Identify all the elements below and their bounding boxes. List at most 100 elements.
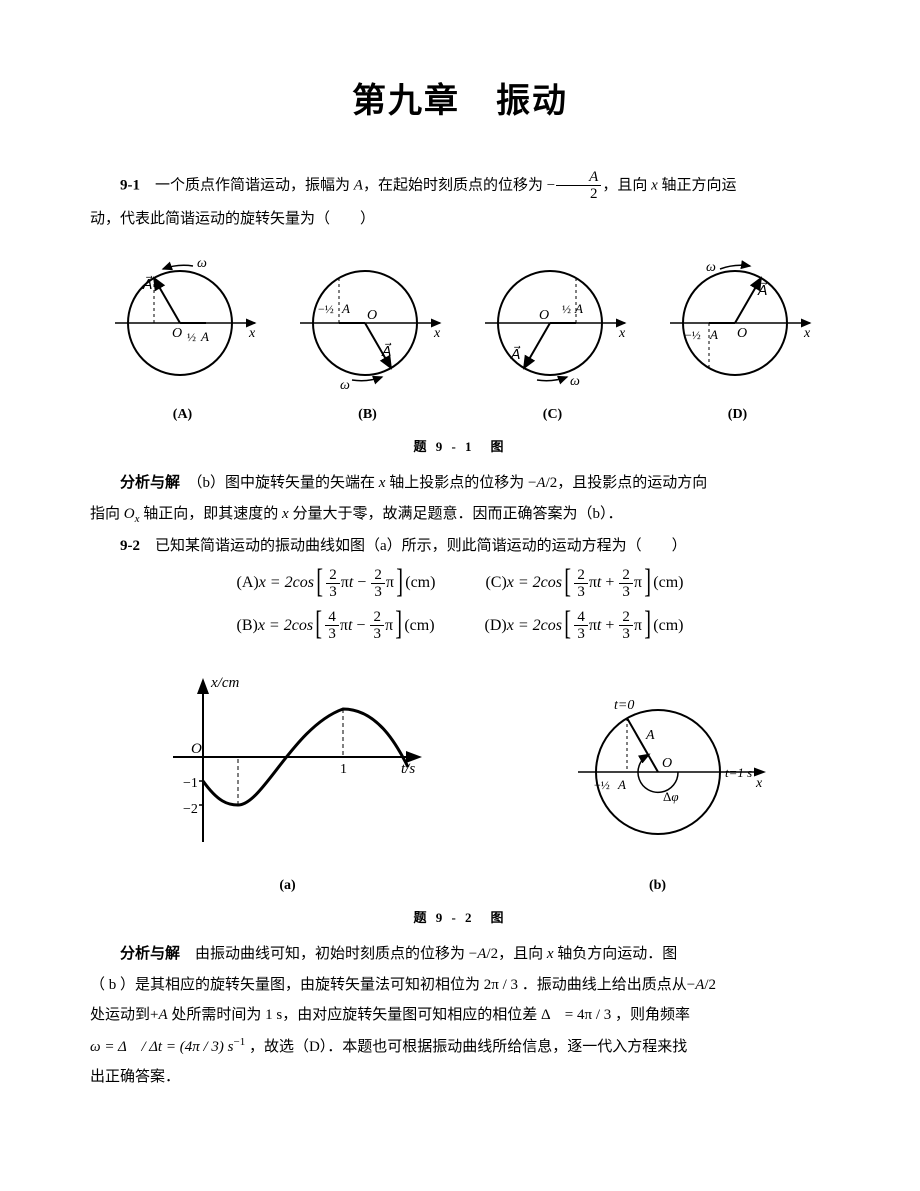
- pi: π: [634, 617, 642, 634]
- bracket: [: [315, 615, 322, 633]
- frac: 23: [619, 609, 633, 643]
- unit: (cm): [653, 617, 683, 634]
- unit: (cm): [653, 574, 683, 591]
- svg-text:A⃗: A⃗: [381, 343, 392, 361]
- svg-text:A⃗: A⃗: [510, 346, 521, 364]
- figure-9-1-caption: 题 9 - 1 图: [90, 435, 830, 460]
- figure-9-2-a: x/cm t/s O −1 −2 1 (a): [143, 667, 433, 900]
- analysis-label: 分析与解: [120, 475, 180, 491]
- problem-9-2-number: 9-2: [120, 538, 140, 554]
- svg-text:O: O: [172, 326, 182, 341]
- den: 3: [619, 584, 633, 601]
- var-x: x: [547, 946, 554, 962]
- eq-body: x = 2cos: [507, 617, 562, 634]
- frac-A-over-2: A2: [556, 169, 601, 203]
- text: 轴上投影点的位移为 −: [385, 475, 536, 491]
- svg-text:O: O: [662, 756, 672, 771]
- circle-diagram-b: A⃗ −½ A O x ω: [290, 251, 445, 396]
- svg-text:x: x: [803, 326, 811, 341]
- eq-label: (C): [485, 574, 506, 591]
- svg-text:x/cm: x/cm: [210, 675, 239, 691]
- bracket: ]: [396, 573, 403, 591]
- eq-body: x = 2cos: [258, 617, 313, 634]
- equation-row-2: (B)x = 2cos[43πt − 23π](cm) (D)x = 2cos[…: [90, 607, 830, 645]
- text: ，且向: [602, 177, 651, 193]
- problem-9-1-text-2: 动，代表此简谐运动的旋转矢量为（ ）: [90, 205, 830, 234]
- text: ω = Δ / Δt = (4π / 3) s: [90, 1039, 233, 1055]
- pi: π: [589, 617, 597, 634]
- sub-label-a: (a): [143, 873, 433, 900]
- bracket: ]: [395, 615, 402, 633]
- analysis-9-1: 分析与解 （b）图中旋转矢量的矢端在 x 轴上投影点的位移为 −A/2，且投影点…: [90, 469, 830, 498]
- svg-text:O: O: [191, 741, 202, 757]
- den: 3: [326, 584, 340, 601]
- analysis-9-2-l3: 处运动到+A 处所需时间为 1 s，由对应旋转矢量图可知相应的相位差 Δ = 4…: [90, 1001, 830, 1030]
- equation-C: (C)x = 2cos[23πt + 23π](cm): [485, 564, 683, 602]
- label-A: (A): [105, 402, 260, 429]
- svg-text:x: x: [248, 326, 256, 341]
- svg-text:A: A: [709, 327, 718, 342]
- frac: 23: [371, 567, 385, 601]
- exp: −1: [233, 1036, 245, 1048]
- op: +: [601, 617, 618, 634]
- pi: π: [634, 574, 642, 591]
- analysis-9-1-line2: 指向 Ox 轴正向，即其速度的 x 分量大于零，故满足题意．因而正确答案为（b）…: [90, 500, 830, 530]
- figure-9-2-row: x/cm t/s O −1 −2 1 (a) t=0 A: [90, 667, 830, 900]
- text: 指向: [90, 506, 124, 522]
- equation-row-1: (A)x = 2cos[23πt − 23π](cm) (C)x = 2cos[…: [90, 564, 830, 602]
- pi: π: [589, 574, 597, 591]
- num: 2: [371, 567, 385, 585]
- svg-text:O: O: [737, 326, 747, 341]
- svg-text:A⃗: A⃗: [757, 282, 768, 300]
- svg-text:t=1 s: t=1 s: [725, 765, 752, 780]
- den: 3: [619, 626, 633, 643]
- analysis-9-2: 分析与解 由振动曲线可知，初始时刻质点的位移为 −A/2，且向 x 轴负方向运动…: [90, 940, 830, 969]
- chapter-title: 第九章 振动: [90, 70, 830, 135]
- num: 2: [326, 567, 340, 585]
- text: 处运动到+: [90, 1007, 158, 1023]
- option-D-diagram: A⃗ −½ A O x ω (D): [660, 251, 815, 429]
- svg-text:−1: −1: [183, 776, 198, 791]
- num: 4: [325, 609, 339, 627]
- pi: π: [385, 617, 393, 634]
- label-C: (C): [475, 402, 630, 429]
- circle-diagram-a: A⃗ ½ A O x ω: [105, 251, 260, 396]
- frac-den: 2: [556, 186, 601, 203]
- text: 轴正方向运: [658, 177, 737, 193]
- analysis-9-2-l5: 出正确答案．: [90, 1063, 830, 1092]
- svg-text:ω: ω: [570, 374, 580, 389]
- analysis-9-2-l4: ω = Δ / Δt = (4π / 3) s−1 ，故选（D）．本题也可根据振…: [90, 1032, 830, 1062]
- frac: 23: [326, 567, 340, 601]
- equation-A: (A)x = 2cos[23πt − 23π](cm): [236, 564, 435, 602]
- svg-text:−½: −½: [318, 302, 334, 316]
- svg-text:x: x: [618, 326, 626, 341]
- op: −: [353, 574, 370, 591]
- svg-text:x: x: [755, 776, 763, 791]
- frac: 23: [370, 609, 384, 643]
- equation-block: (A)x = 2cos[23πt − 23π](cm) (C)x = 2cos[…: [90, 564, 830, 645]
- svg-text:−½: −½: [685, 328, 701, 342]
- num: 2: [619, 609, 633, 627]
- svg-text:ω: ω: [706, 260, 716, 275]
- den: 3: [371, 584, 385, 601]
- unit: (cm): [404, 617, 434, 634]
- analysis-9-2-l2: （ b ）是其相应的旋转矢量图，由旋转矢量法可知初相位为 2π / 3 ．振动曲…: [90, 971, 830, 1000]
- text: 已知某简谐运动的振动曲线如图（a）所示，则此简谐运动的运动方程为（ ）: [140, 538, 687, 554]
- bracket: [: [564, 573, 571, 591]
- figure-9-2-caption: 题 9 - 2 图: [90, 906, 830, 931]
- svg-text:1: 1: [340, 762, 347, 777]
- eq-label: (B): [236, 617, 257, 634]
- svg-text:A: A: [645, 728, 655, 743]
- svg-text:O: O: [367, 308, 377, 323]
- oscillation-curve: x/cm t/s O −1 −2 1: [143, 667, 433, 867]
- problem-9-2: 9-2 已知某简谐运动的振动曲线如图（a）所示，则此简谐运动的运动方程为（ ）: [90, 532, 830, 561]
- frac: 43: [574, 609, 588, 643]
- var-O: O: [124, 506, 135, 522]
- num: 2: [370, 609, 384, 627]
- text: /2: [704, 977, 716, 993]
- equation-B: (B)x = 2cos[43πt − 23π](cm): [236, 607, 434, 645]
- op: −: [352, 617, 369, 634]
- svg-text:A: A: [341, 301, 350, 316]
- bracket: ]: [644, 573, 651, 591]
- option-A-diagram: A⃗ ½ A O x ω (A): [105, 251, 260, 429]
